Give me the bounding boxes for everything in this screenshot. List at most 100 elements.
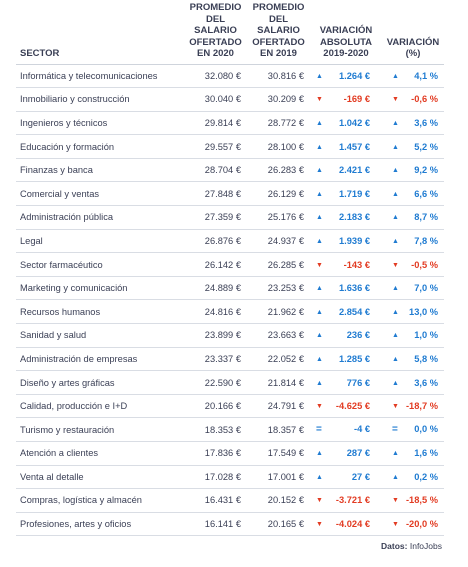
sector-cell: Marketing y comunicación	[16, 276, 184, 301]
absolute-change-value: 1.719 €	[338, 188, 370, 199]
sector-cell: Sector farmacéutico	[16, 252, 184, 277]
absolute-change-value: 1.636 €	[338, 283, 370, 294]
salary-2019-cell: 21.814 €	[247, 370, 310, 395]
table-row: Inmobiliario y construcción 30.040 €30.20…	[16, 87, 444, 112]
absolute-change-value: 2.421 €	[338, 165, 370, 176]
salary-2020-cell: 22.590 €	[184, 370, 247, 395]
absolute-change-value: 1.457 €	[338, 141, 370, 152]
percent-change-cell: ▲ 7,8 %	[382, 229, 444, 254]
salary-2019-cell: 17.549 €	[247, 441, 310, 466]
table-row: Recursos humanos 24.816 €21.962 € ▲ 2.854 €…	[16, 299, 444, 325]
absolute-change-cell: ▲ 2.421 €	[310, 158, 382, 183]
absolute-change-cell: ▲ 27 €	[310, 465, 382, 490]
absolute-change-value: -4.625 €	[335, 401, 370, 412]
absolute-change-value: 1.939 €	[338, 235, 370, 246]
percent-change-value: 13,0 %	[409, 306, 438, 317]
arrow-up-icon: ▲	[316, 355, 323, 363]
sector-cell: Sanidad y salud	[16, 323, 184, 348]
table-row: Informática y telecomunicaciones 32.080 €…	[16, 64, 444, 89]
sector-cell: Legal	[16, 229, 184, 254]
table-row: Diseño y artes gráficas 22.590 €21.814 € ▲…	[16, 370, 444, 395]
arrow-up-icon: ▲	[316, 167, 323, 175]
percent-change-cell: ▲ 6,6 %	[382, 181, 444, 207]
percent-change-value: 6,6 %	[414, 188, 438, 199]
absolute-change-value: -143 €	[343, 259, 370, 270]
arrow-up-icon: ▲	[316, 450, 323, 458]
salary-2020-cell: 27.848 €	[184, 181, 247, 207]
arrow-up-icon: ▲	[316, 237, 323, 245]
table-row: Atención a clientes 17.836 €17.549 € ▲ 287 …	[16, 441, 444, 466]
table-row: Comercial y ventas 27.848 €26.129 € ▲ 1.719…	[16, 181, 444, 207]
table-row: Sanidad y salud 23.899 €23.663 € ▲ 236 € ▲ 1,…	[16, 323, 444, 348]
absolute-change-cell: ▼ -4.625 €	[310, 394, 382, 419]
table-row: Sector farmacéutico 26.142 €26.285 € ▼ -143…	[16, 252, 444, 277]
sector-cell: Inmobiliario y construcción	[16, 87, 184, 112]
sector-cell: Informática y telecomunicaciones	[16, 64, 184, 89]
salary-2019-cell: 30.816 €	[247, 64, 310, 89]
absolute-change-cell: ▲ 1.042 €	[310, 111, 382, 136]
absolute-change-cell: ▼ -143 €	[310, 252, 382, 277]
absolute-change-value: -3.721 €	[335, 495, 370, 506]
percent-change-value: 7,0 %	[414, 283, 438, 294]
table-row: Marketing y comunicación 24.889 €23.253 €…	[16, 276, 444, 301]
salary-2020-cell: 26.876 €	[184, 229, 247, 254]
absolute-change-cell: ▲ 1.719 €	[310, 181, 382, 207]
table-body: Informática y telecomunicaciones 32.080 €…	[16, 64, 444, 537]
absolute-change-cell: ▲ 1.636 €	[310, 276, 382, 301]
salary-2020-cell: 32.080 €	[184, 64, 247, 89]
percent-change-value: 7,8 %	[414, 235, 438, 246]
percent-change-cell: ▲ 5,8 %	[382, 347, 444, 372]
percent-change-value: 4,1 %	[414, 70, 438, 81]
salary-2020-cell: 18.353 €	[184, 417, 247, 442]
percent-change-value: -20,0 %	[405, 519, 438, 530]
absolute-change-value: 1.285 €	[338, 353, 370, 364]
percent-change-value: -18,5 %	[405, 495, 438, 506]
percent-change-value: -18,7 %	[405, 401, 438, 412]
sector-cell: Calidad, producción e I+D	[16, 394, 184, 419]
salary-2019-cell: 20.152 €	[247, 488, 310, 513]
percent-change-cell: ▲ 3,6 %	[382, 370, 444, 395]
arrow-up-icon: ▲	[392, 473, 399, 481]
equal-icon: =	[392, 424, 398, 436]
salary-2020-cell: 29.814 €	[184, 111, 247, 136]
sector-cell: Venta al detalle	[16, 465, 184, 490]
arrow-up-icon: ▲	[392, 355, 399, 363]
salary-2019-cell: 17.001 €	[247, 465, 310, 490]
sector-cell: Diseño y artes gráficas	[16, 370, 184, 395]
salary-2020-cell: 24.816 €	[184, 299, 247, 325]
sector-cell: Administración pública	[16, 205, 184, 230]
salary-2019-cell: 22.052 €	[247, 347, 310, 372]
salary-2019-cell: 21.962 €	[247, 299, 310, 325]
header-sector: SECTOR	[16, 2, 184, 65]
salary-2019-cell: 26.129 €	[247, 181, 310, 207]
table-row: Calidad, producción e I+D 20.166 €24.791 …	[16, 394, 444, 419]
source-value: InfoJobs	[409, 541, 442, 551]
salary-2020-cell: 17.028 €	[184, 465, 247, 490]
arrow-up-icon: ▲	[392, 308, 399, 316]
salary-2019-cell: 23.663 €	[247, 323, 310, 348]
absolute-change-cell: ▼ -4.024 €	[310, 512, 382, 537]
arrow-up-icon: ▲	[392, 190, 399, 198]
salary-2020-cell: 16.141 €	[184, 512, 247, 537]
absolute-change-value: -169 €	[343, 94, 370, 105]
arrow-up-icon: ▲	[392, 167, 399, 175]
salary-2020-cell: 23.899 €	[184, 323, 247, 348]
percent-change-value: 0,2 %	[414, 471, 438, 482]
percent-change-cell: ▲ 0,2 %	[382, 465, 444, 490]
salary-2019-cell: 28.100 €	[247, 134, 310, 159]
salary-2019-cell: 23.253 €	[247, 276, 310, 301]
table-row: Finanzas y banca 28.704 €26.283 € ▲ 2.421 €…	[16, 158, 444, 183]
arrow-up-icon: ▲	[392, 119, 399, 127]
header-percent-change: VARIACIÓN (%)	[382, 2, 444, 65]
absolute-change-cell: ▲ 776 €	[310, 370, 382, 395]
absolute-change-value: -4.024 €	[335, 519, 370, 530]
absolute-change-cell: ▲ 1.457 €	[310, 134, 382, 159]
absolute-change-cell: ▲ 1.939 €	[310, 229, 382, 254]
percent-change-value: 5,2 %	[414, 141, 438, 152]
percent-change-value: 0,0 %	[414, 424, 438, 435]
salary-2020-cell: 29.557 €	[184, 134, 247, 159]
arrow-up-icon: ▲	[392, 72, 399, 80]
absolute-change-value: -4 €	[353, 424, 370, 435]
table-row: Legal 26.876 €24.937 € ▲ 1.939 € ▲ 7,8 %	[16, 229, 444, 254]
